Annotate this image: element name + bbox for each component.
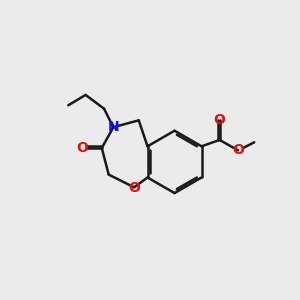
Text: O: O (129, 181, 140, 195)
Text: O: O (214, 113, 226, 127)
Text: O: O (76, 141, 88, 155)
Text: O: O (232, 143, 244, 157)
Text: N: N (107, 120, 119, 134)
